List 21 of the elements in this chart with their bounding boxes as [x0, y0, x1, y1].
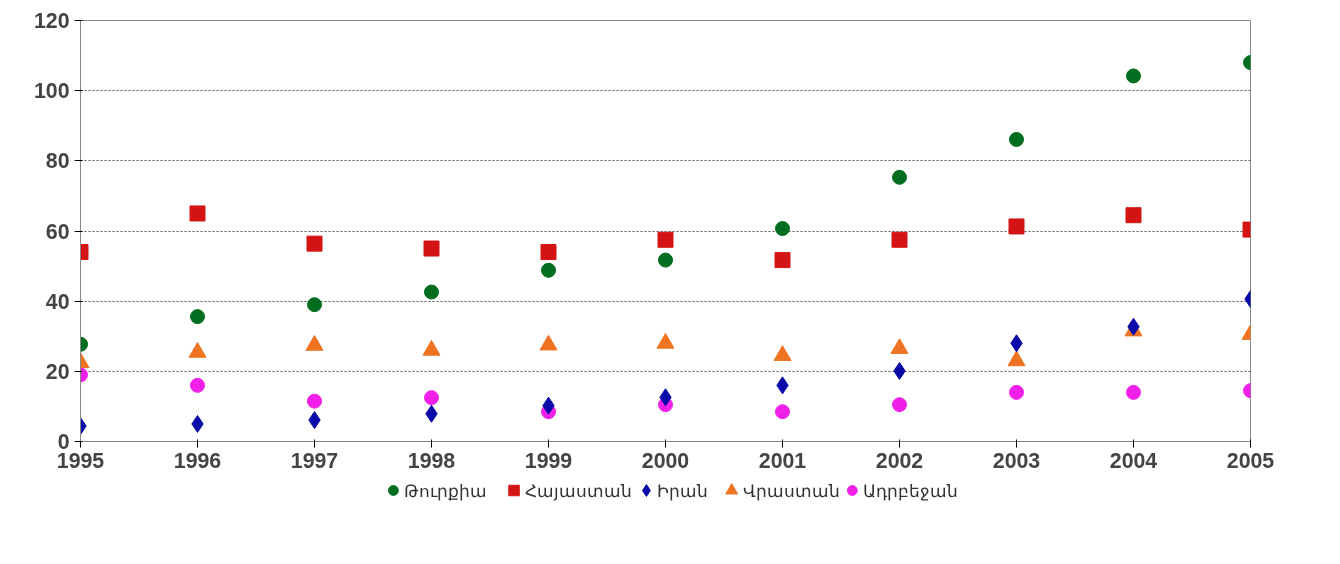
- x-tick-label: 1997: [290, 448, 339, 473]
- x-tick-label: 2004: [1109, 448, 1158, 473]
- y-tick-label: 40: [45, 289, 70, 314]
- x-tick-label: 2000: [641, 448, 690, 473]
- x-tick-label: 2002: [875, 448, 924, 473]
- legend-label: Ադրբեջան: [863, 480, 959, 501]
- legend-label: Հայաստան: [524, 480, 632, 501]
- y-tick-label: 120: [33, 9, 70, 33]
- x-tick-label: 1996: [173, 448, 222, 473]
- y-tick-label: 100: [33, 79, 70, 104]
- x-tick-label: 1999: [524, 448, 573, 473]
- x-tick-label: 2001: [758, 448, 807, 473]
- x-tick-label: 1998: [407, 448, 456, 473]
- y-tick-label: 60: [45, 219, 70, 244]
- x-tick-label: 2005: [1226, 448, 1275, 473]
- legend-label: Վրաստան: [742, 480, 840, 501]
- y-tick-label: 80: [45, 149, 70, 174]
- legend-label: Թուրքիա: [404, 480, 488, 501]
- y-tick-label: 20: [45, 359, 70, 384]
- legend-label: Իրան: [657, 480, 709, 501]
- x-tick-label: 2003: [992, 448, 1041, 473]
